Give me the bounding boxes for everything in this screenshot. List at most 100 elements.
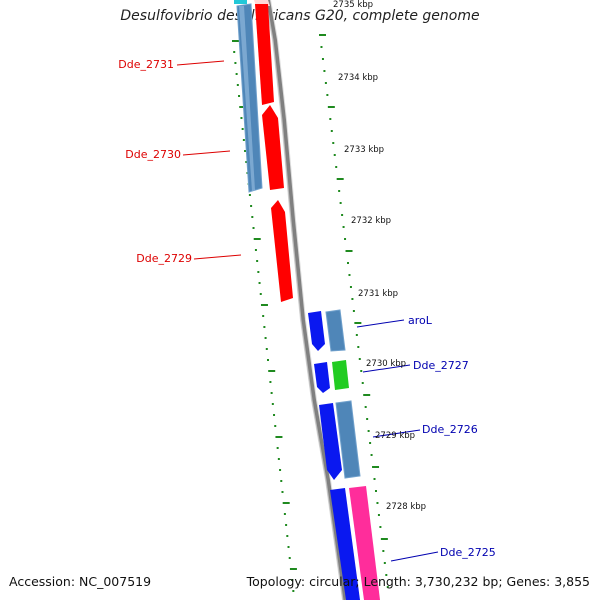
- tick-mark: [271, 403, 274, 405]
- tick-mark: [366, 418, 369, 420]
- tick-mark: [333, 154, 336, 156]
- tick-mark: [253, 238, 261, 240]
- tick-mark: [233, 51, 236, 53]
- tick-mark: [382, 550, 385, 552]
- ruler-label: 2735 kbp: [333, 0, 373, 10]
- tick-mark: [323, 70, 326, 72]
- gene-dde-2727[interactable]: [332, 360, 349, 390]
- tick-mark: [369, 442, 372, 444]
- tick-mark: [292, 590, 295, 592]
- gene-dde-2726[interactable]: [335, 400, 361, 479]
- tick-mark: [335, 166, 338, 168]
- tick-mark: [363, 394, 371, 396]
- tick-mark: [283, 513, 286, 515]
- tick-mark: [385, 574, 388, 576]
- gene-dde-2731[interactable]: [236, 3, 263, 193]
- tick-mark: [252, 227, 255, 229]
- tick-mark: [348, 274, 351, 276]
- tick-mark: [327, 106, 335, 108]
- tick-mark: [338, 190, 341, 192]
- tick-mark: [379, 526, 382, 528]
- tick-mark: [351, 298, 354, 300]
- gene-label: Dde_2730: [125, 148, 181, 161]
- tick-mark: [257, 271, 260, 273]
- tick-mark: [344, 238, 347, 240]
- tick-mark: [358, 358, 361, 360]
- accession-text: Accession: NC_007519: [9, 574, 152, 589]
- tick-mark: [234, 62, 237, 64]
- tick-mark: [250, 205, 253, 207]
- tick-mark: [346, 262, 349, 264]
- tick-mark: [380, 538, 388, 540]
- tick-mark: [361, 382, 364, 384]
- tick-mark: [367, 430, 370, 432]
- tick-mark: [324, 82, 327, 84]
- gene-label: aroL: [408, 314, 433, 327]
- tick-mark: [285, 524, 288, 526]
- tick-mark: [263, 326, 266, 328]
- tick-mark: [248, 194, 251, 196]
- ruler-labels: 2735 kbp 2734 kbp 2733 kbp 2732 kbp 2731…: [333, 0, 426, 512]
- gene-labels: Dde_2731 Dde_2730 Dde_2729 aroL Dde_2727…: [118, 58, 495, 559]
- tick-mark: [239, 106, 247, 108]
- tick-mark: [259, 293, 262, 295]
- tick-mark: [281, 491, 284, 493]
- outer-tick-track: [319, 34, 389, 588]
- gene-label: Dde_2729: [136, 252, 192, 265]
- tick-mark: [383, 562, 386, 564]
- genome-backbone: [265, 0, 348, 600]
- tick-mark: [270, 392, 273, 394]
- tick-mark: [376, 502, 379, 504]
- ruler-label: 2729 kbp: [375, 431, 415, 441]
- tick-mark: [330, 130, 333, 132]
- genome-summary: Topology: circular; Length: 3,730,232 bp…: [246, 574, 590, 589]
- tick-mark: [280, 480, 283, 482]
- tick-mark: [339, 202, 342, 204]
- tick-mark: [372, 466, 380, 468]
- ruler-label: 2730 kbp: [366, 359, 406, 369]
- tick-mark: [245, 161, 248, 163]
- tick-mark: [341, 214, 344, 216]
- ruler-label: 2731 kbp: [358, 289, 398, 299]
- tick-mark: [236, 84, 239, 86]
- tick-mark: [352, 310, 355, 312]
- tick-mark: [357, 346, 360, 348]
- tick-mark: [265, 348, 268, 350]
- gene-cyan-partial: [234, 0, 247, 4]
- gene-aroL[interactable]: [325, 309, 346, 352]
- tick-mark: [288, 557, 291, 559]
- tick-mark: [235, 73, 238, 75]
- label-leaders: [176, 60, 439, 562]
- tick-mark: [326, 94, 329, 96]
- ruler-label: 2732 kbp: [351, 216, 391, 226]
- tick-mark: [320, 46, 323, 48]
- tick-mark: [254, 249, 257, 251]
- gene-dde-2725[interactable]: [349, 486, 380, 600]
- tick-mark: [269, 381, 272, 383]
- tick-mark: [258, 282, 261, 284]
- gene-red-middle[interactable]: [262, 105, 284, 190]
- tick-mark: [238, 95, 241, 97]
- gene-blue-4[interactable]: [330, 488, 360, 600]
- gene-red-top[interactable]: [255, 4, 274, 105]
- tick-mark: [287, 546, 290, 548]
- tick-mark: [321, 58, 324, 60]
- gene-blue-3[interactable]: [319, 403, 342, 480]
- tick-mark: [370, 454, 373, 456]
- gene-label: Dde_2731: [118, 58, 174, 71]
- tick-mark: [264, 337, 267, 339]
- tick-mark: [282, 502, 290, 504]
- tick-mark: [291, 579, 294, 581]
- gene-blue-1[interactable]: [308, 311, 325, 351]
- ruler-label: 2733 kbp: [344, 145, 384, 155]
- gene-label: Dde_2727: [413, 359, 469, 372]
- gene-dde-2729[interactable]: [271, 200, 293, 302]
- gene-blue-2[interactable]: [314, 362, 330, 393]
- tick-mark: [260, 304, 268, 306]
- tick-mark: [329, 118, 332, 120]
- map-title: Desulfovibrio desulfuricans G20, complet…: [120, 8, 480, 24]
- tick-mark: [289, 568, 297, 570]
- tick-mark: [241, 128, 244, 130]
- tick-mark: [342, 226, 345, 228]
